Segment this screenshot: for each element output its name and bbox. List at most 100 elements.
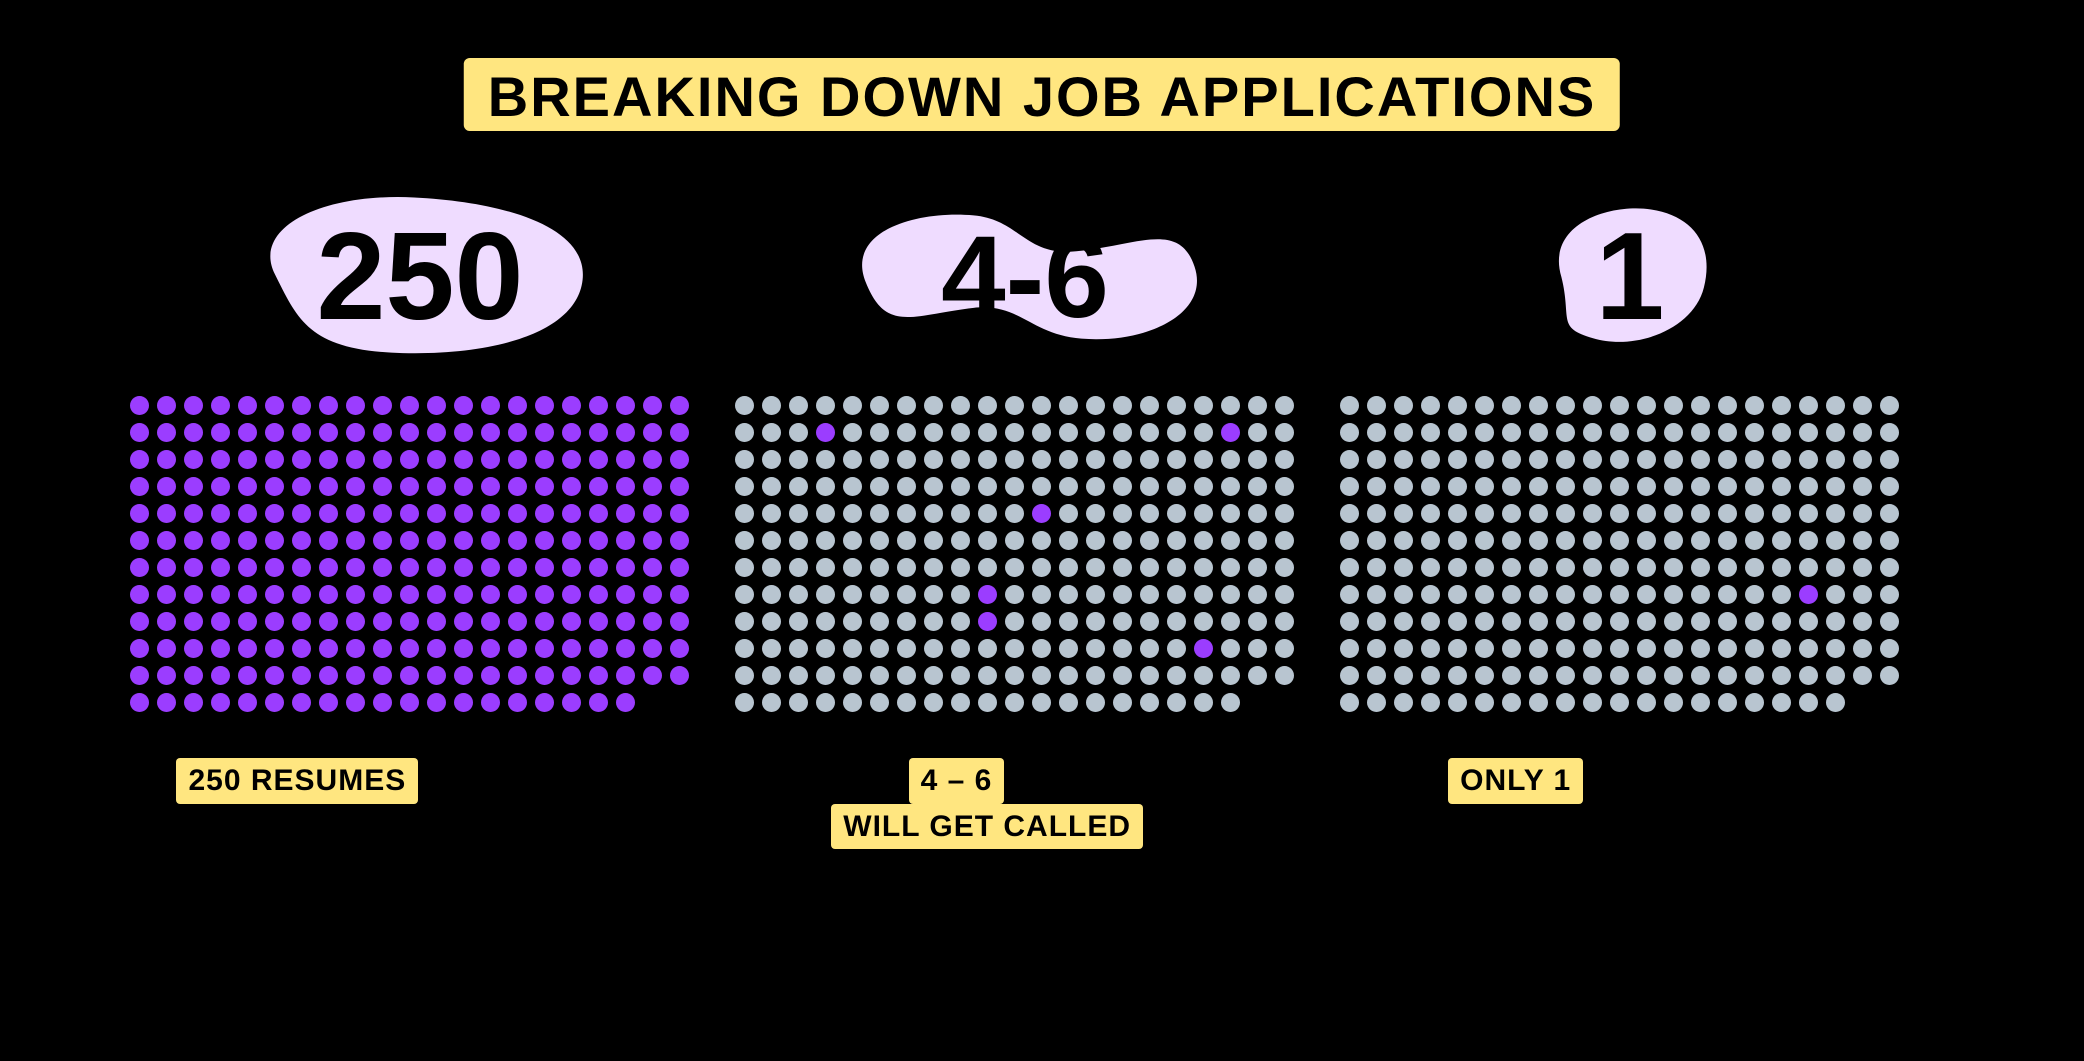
dot bbox=[897, 666, 916, 685]
dot bbox=[1113, 477, 1132, 496]
dot bbox=[184, 477, 203, 496]
dot bbox=[978, 504, 997, 523]
dot bbox=[1275, 558, 1294, 577]
dot bbox=[1221, 612, 1240, 631]
dot bbox=[1394, 531, 1413, 550]
big-number-wrap: 250 bbox=[267, 192, 574, 362]
dot bbox=[562, 396, 581, 415]
dot bbox=[346, 558, 365, 577]
dot bbox=[924, 612, 943, 631]
dot bbox=[1475, 639, 1494, 658]
dot bbox=[1502, 639, 1521, 658]
dot bbox=[1086, 666, 1105, 685]
dot bbox=[789, 423, 808, 442]
caption-line: 250 RESUMES ARE RECEIVED bbox=[130, 758, 710, 804]
dot bbox=[211, 693, 230, 712]
dot bbox=[1005, 558, 1024, 577]
dot bbox=[211, 639, 230, 658]
dot bbox=[1826, 585, 1845, 604]
dot bbox=[843, 612, 862, 631]
dot bbox=[1059, 423, 1078, 442]
dot bbox=[1475, 423, 1494, 442]
dot bbox=[535, 423, 554, 442]
dot bbox=[1221, 666, 1240, 685]
dot bbox=[562, 693, 581, 712]
dot bbox=[643, 450, 662, 469]
dot bbox=[1556, 585, 1575, 604]
dot bbox=[762, 693, 781, 712]
dot bbox=[1448, 396, 1467, 415]
dot bbox=[319, 585, 338, 604]
dot bbox=[427, 666, 446, 685]
dot bbox=[400, 531, 419, 550]
dot bbox=[1853, 612, 1872, 631]
dot bbox=[843, 423, 862, 442]
dot bbox=[1086, 504, 1105, 523]
dot bbox=[1248, 504, 1267, 523]
dot bbox=[978, 666, 997, 685]
dot bbox=[1610, 531, 1629, 550]
dot bbox=[319, 666, 338, 685]
dot bbox=[319, 639, 338, 658]
dot bbox=[1718, 477, 1737, 496]
dot bbox=[562, 558, 581, 577]
caption-text: ON AVERAGE FOR EACH bbox=[229, 809, 611, 842]
dot bbox=[1610, 612, 1629, 631]
dot bbox=[346, 585, 365, 604]
dot bbox=[1248, 423, 1267, 442]
dot bbox=[1799, 423, 1818, 442]
dot bbox=[346, 666, 365, 685]
dot bbox=[1086, 531, 1105, 550]
dot bbox=[924, 423, 943, 442]
dot bbox=[1583, 396, 1602, 415]
dot bbox=[1340, 639, 1359, 658]
dot bbox=[157, 612, 176, 631]
dot bbox=[1113, 612, 1132, 631]
dot bbox=[1826, 612, 1845, 631]
dot bbox=[816, 396, 835, 415]
dot bbox=[816, 666, 835, 685]
dot bbox=[616, 612, 635, 631]
dot bbox=[373, 585, 392, 604]
dot bbox=[1529, 396, 1548, 415]
dot bbox=[616, 477, 635, 496]
dot bbox=[1421, 423, 1440, 442]
dot bbox=[1032, 531, 1051, 550]
dot bbox=[1583, 504, 1602, 523]
dot bbox=[319, 423, 338, 442]
dot bbox=[1610, 639, 1629, 658]
dot bbox=[427, 450, 446, 469]
dot bbox=[400, 504, 419, 523]
dot bbox=[1275, 396, 1294, 415]
dot bbox=[616, 585, 635, 604]
dot bbox=[978, 531, 997, 550]
dot bbox=[1475, 558, 1494, 577]
dot bbox=[1275, 585, 1294, 604]
dot bbox=[1059, 531, 1078, 550]
dot bbox=[1194, 612, 1213, 631]
dot bbox=[481, 666, 500, 685]
dot bbox=[238, 504, 257, 523]
dot bbox=[1032, 477, 1051, 496]
dot bbox=[870, 585, 889, 604]
dot bbox=[1032, 639, 1051, 658]
dot bbox=[562, 423, 581, 442]
dot bbox=[1167, 612, 1186, 631]
dot bbox=[616, 531, 635, 550]
dot bbox=[762, 612, 781, 631]
dot bbox=[157, 396, 176, 415]
dot bbox=[1664, 639, 1683, 658]
dot bbox=[1005, 693, 1024, 712]
dot bbox=[427, 396, 446, 415]
dot bbox=[1248, 585, 1267, 604]
dot bbox=[1556, 450, 1575, 469]
title-highlight: BREAKING DOWN JOB APPLICATIONS bbox=[464, 58, 1620, 131]
dot bbox=[319, 477, 338, 496]
dot bbox=[184, 531, 203, 550]
dot bbox=[292, 423, 311, 442]
dot bbox=[1718, 423, 1737, 442]
dot bbox=[978, 693, 997, 712]
dot bbox=[897, 639, 916, 658]
dot bbox=[562, 450, 581, 469]
dot bbox=[1664, 396, 1683, 415]
